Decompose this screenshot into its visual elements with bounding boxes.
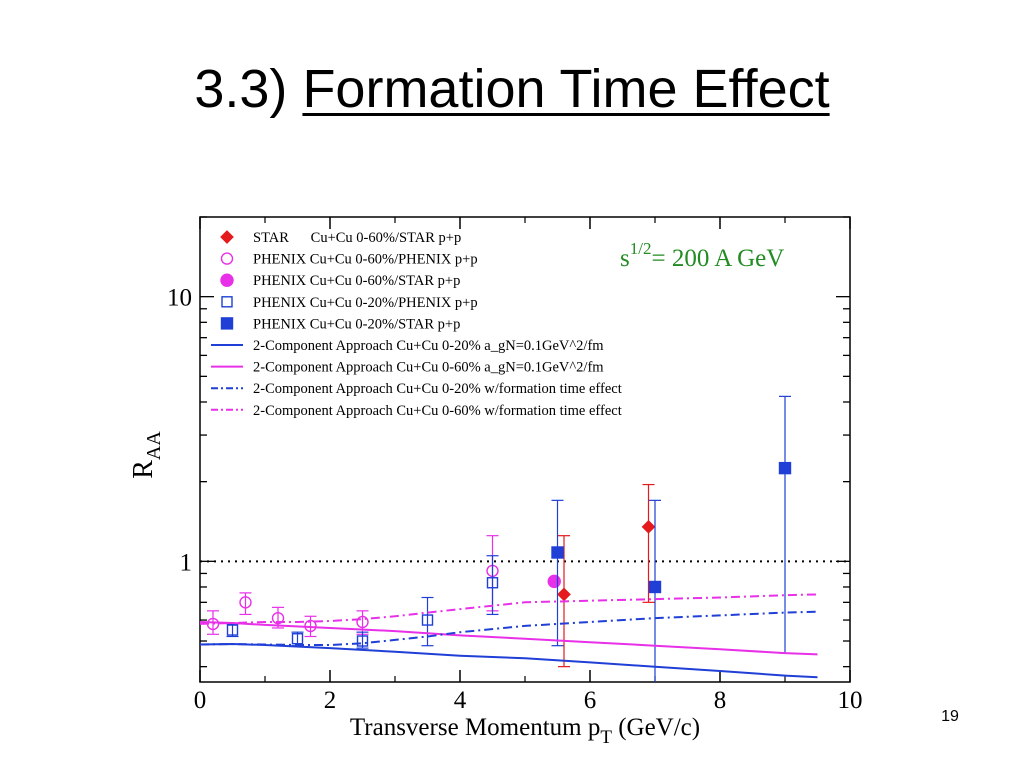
legend-label: 2-Component Approach Cu+Cu 0-60% w/forma… <box>253 403 622 419</box>
energy-annotation: s1/2= 200 A GeV <box>620 239 784 272</box>
legend-marker <box>220 273 234 287</box>
legend: STAR Cu+Cu 0-60%/STAR p+p PHENIX Cu+Cu 0-… <box>211 230 622 419</box>
model-curve <box>200 621 818 656</box>
x-axis-label: Transverse Momentum pT (GeV/c) <box>350 714 700 748</box>
data-point <box>356 615 369 629</box>
legend-label: 2-Component Approach Cu+Cu 0-20% a_gN=0.… <box>253 338 604 354</box>
series-2 <box>547 574 561 589</box>
legend-label: PHENIX Cu+Cu 0-20%/PHENIX p+p <box>253 295 478 311</box>
model-curve <box>200 593 818 625</box>
series-4 <box>551 395 792 682</box>
legend-label: PHENIX Cu+Cu 0-60%/PHENIX p+p <box>253 252 478 268</box>
x-tick-label: 4 <box>454 687 467 714</box>
legend-marker <box>220 230 234 244</box>
title-topic: Formation Time Effect <box>302 59 830 119</box>
y-tick-label: 1 <box>180 549 193 576</box>
page-number: 19 <box>941 708 959 725</box>
series-8 <box>200 593 818 625</box>
model-curve <box>200 610 818 646</box>
data-point <box>641 519 656 534</box>
series-0 <box>557 483 656 668</box>
legend-marker <box>221 296 233 308</box>
data-point <box>271 611 285 625</box>
x-tick-label: 2 <box>324 687 337 714</box>
x-tick-label: 8 <box>714 687 727 714</box>
legend-marker <box>220 317 234 330</box>
legend-label: PHENIX Cu+Cu 0-60%/STAR p+p <box>253 273 460 289</box>
data-point <box>421 614 434 626</box>
y-tick-label: 10 <box>167 285 192 312</box>
data-point <box>557 587 571 602</box>
y-axis-label: RAA <box>128 431 165 479</box>
data-point <box>551 546 564 559</box>
legend-label: STAR Cu+Cu 0-60%/STAR p+p <box>253 230 461 246</box>
x-tick-label: 10 <box>838 687 863 714</box>
data-point <box>547 574 561 589</box>
slide-title: 3.3) Formation Time Effect <box>0 58 1024 120</box>
data-point <box>226 624 239 636</box>
data-point <box>291 633 304 645</box>
title-prefix: 3.3) <box>194 59 288 119</box>
legend-label: 2-Component Approach Cu+Cu 0-20% w/forma… <box>253 381 622 397</box>
series-7 <box>200 610 818 646</box>
data-point <box>486 577 499 589</box>
series-6 <box>200 621 818 656</box>
series-1 <box>206 535 499 638</box>
legend-label: PHENIX Cu+Cu 0-20%/STAR p+p <box>253 316 460 332</box>
legend-marker <box>220 252 234 265</box>
data-point <box>648 580 662 594</box>
series-3 <box>226 555 499 649</box>
data-point <box>356 635 369 647</box>
data-point <box>239 596 252 609</box>
data-point <box>778 461 792 475</box>
x-tick-label: 0 <box>194 687 207 714</box>
legend-label: 2-Component Approach Cu+Cu 0-60% a_gN=0.… <box>253 360 604 376</box>
x-tick-label: 6 <box>584 687 597 714</box>
